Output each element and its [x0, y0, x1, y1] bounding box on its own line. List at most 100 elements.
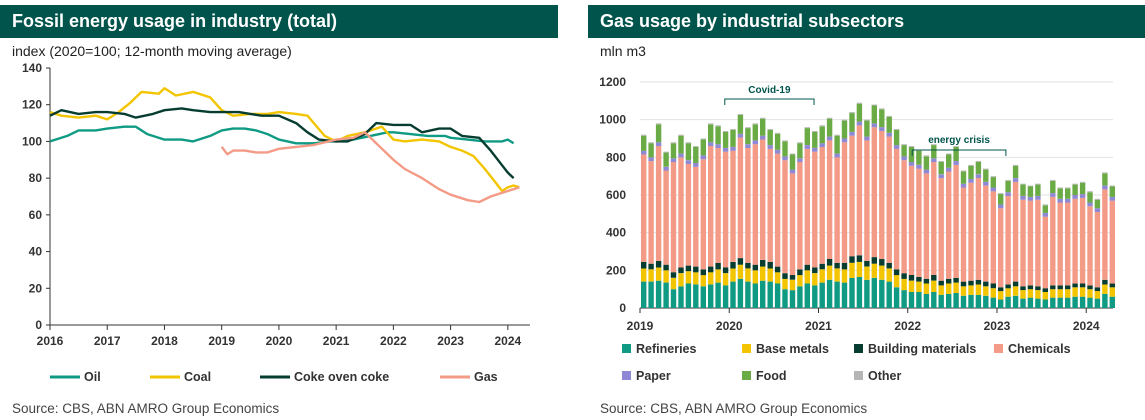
gas-subsectors-panel: Gas usage by industrial subsectors mln m… — [588, 0, 1145, 420]
bar-segment — [708, 123, 714, 125]
bar-segment — [1079, 197, 1086, 284]
bar-segment — [789, 290, 796, 308]
bar-segment — [946, 283, 952, 294]
bar-segment — [946, 154, 952, 168]
bar-segment — [670, 158, 677, 163]
bar-segment — [1065, 198, 1071, 203]
bar-segment — [1005, 179, 1011, 181]
bar-segment — [715, 269, 721, 283]
bar-segment — [1012, 295, 1019, 308]
bar-segment — [1035, 195, 1041, 200]
bar-segment — [1065, 187, 1071, 189]
bar-segment — [983, 295, 989, 308]
bar-segment — [893, 148, 900, 270]
chart-title: Fossil energy usage in industry (total) — [0, 5, 558, 38]
bar-segment — [1012, 165, 1019, 178]
bar-segment — [663, 170, 669, 265]
bar-segment — [1109, 186, 1115, 197]
bar-segment — [1027, 297, 1034, 308]
bar-segment — [774, 149, 781, 154]
bar-segment — [797, 162, 803, 270]
bar-segment — [722, 131, 729, 148]
bar-segment — [1065, 285, 1071, 290]
y-tick-label: 1000 — [599, 113, 626, 127]
bar-segment — [908, 275, 915, 281]
bar-segment — [1027, 200, 1034, 286]
bar-segment — [812, 267, 818, 274]
bar-segment — [789, 173, 796, 275]
bar-segment — [983, 281, 989, 287]
bar-segment — [641, 154, 647, 262]
bar-segment — [931, 162, 937, 275]
bar-segment — [1042, 205, 1048, 213]
bar-segment — [1065, 188, 1071, 199]
bar-segment — [946, 171, 952, 279]
bar-segment — [983, 181, 989, 186]
legend-swatch — [742, 344, 751, 353]
y-tick-label: 120 — [22, 98, 42, 112]
bar-segment — [745, 128, 751, 145]
bar-segment — [953, 277, 959, 283]
y-tick-label: 20 — [29, 281, 43, 295]
bar-segment — [648, 157, 654, 162]
x-tick-label: 2020 — [266, 334, 293, 348]
bar-segment — [1072, 184, 1078, 195]
bar-segment — [648, 142, 654, 144]
legend-swatch — [854, 344, 863, 353]
bar-segment — [737, 114, 744, 115]
bar-segment — [871, 277, 877, 308]
source-note: Source: CBS, ABN AMRO Group Economics — [600, 401, 868, 416]
x-tick-label: 2023 — [984, 319, 1011, 333]
bar-segment — [856, 121, 863, 126]
bar-segment — [923, 283, 930, 294]
bar-segment — [812, 131, 818, 132]
x-tick-label: 2016 — [37, 334, 64, 348]
bar-segment — [871, 263, 877, 278]
bar-segment — [804, 145, 810, 149]
x-tick-label: 2023 — [437, 334, 464, 348]
bar-segment — [931, 292, 937, 308]
bar-segment — [826, 117, 833, 119]
bar-segment — [841, 269, 848, 283]
x-tick-label: 2017 — [94, 334, 121, 348]
bar-segment — [663, 151, 669, 153]
bar-segment — [849, 131, 855, 136]
bar-segment — [685, 271, 692, 284]
bar-segment — [752, 144, 758, 265]
bar-segment — [856, 261, 863, 277]
bar-segment — [1050, 180, 1056, 194]
bar-segment — [812, 273, 818, 286]
bar-segment — [864, 119, 870, 121]
bar-segment — [1079, 194, 1086, 198]
bar-segment — [826, 136, 833, 141]
bar-segment — [1027, 285, 1034, 290]
bar-segment — [916, 168, 922, 277]
bar-segment — [975, 294, 982, 308]
y-tick-label: 100 — [22, 134, 42, 148]
y-tick-label: 600 — [606, 188, 626, 202]
bar-segment — [841, 282, 848, 308]
bar-segment — [1079, 296, 1086, 308]
bar-segment — [752, 283, 758, 308]
y-tick-label: 400 — [606, 226, 626, 240]
y-tick-label: 40 — [29, 245, 43, 259]
series-line — [220, 131, 520, 204]
legend-entry: Other — [868, 369, 901, 383]
bar-segment — [708, 284, 714, 308]
y-tick-label: 1200 — [599, 75, 626, 89]
bar-segment — [797, 143, 803, 159]
bar-segment — [730, 150, 736, 262]
bar-segment — [1027, 186, 1034, 197]
bar-segment — [767, 148, 773, 262]
annotation-label: Covid-19 — [748, 85, 791, 96]
bar-segment — [968, 179, 974, 183]
bar-segment — [1035, 184, 1041, 196]
bar-segment — [782, 140, 788, 142]
bar-segment — [946, 293, 952, 308]
bar-segment — [901, 144, 907, 146]
bar-segment — [826, 118, 833, 137]
bar-segment — [812, 147, 818, 152]
bar-segment — [819, 126, 825, 144]
bar-segment — [990, 191, 996, 284]
bar-segment — [700, 159, 706, 270]
